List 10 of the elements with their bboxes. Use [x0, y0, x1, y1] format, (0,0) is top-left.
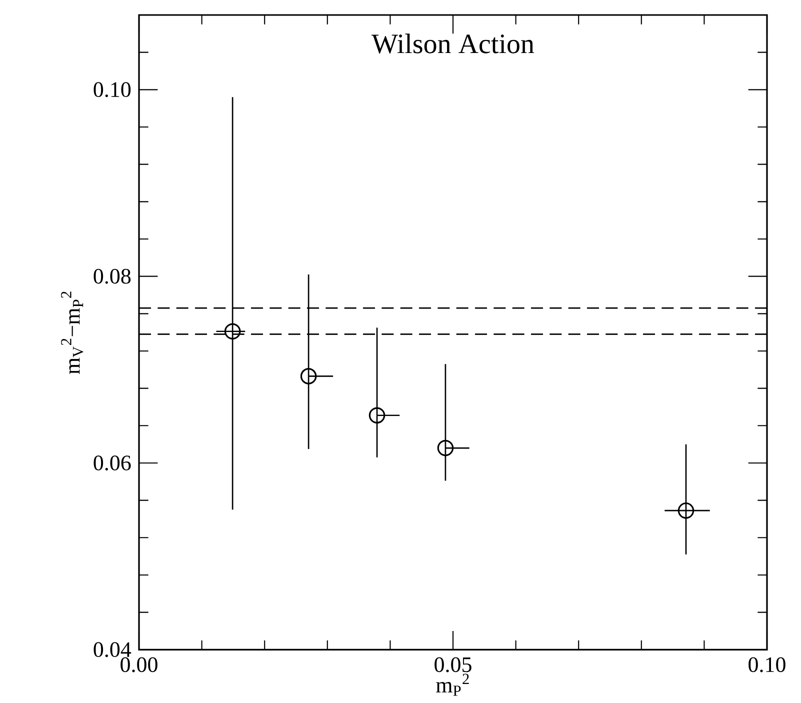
- y-tick-label: 0.08: [94, 268, 131, 284]
- y-tick-label: 0.06: [94, 456, 131, 470]
- text: Wilson Action: [372, 34, 534, 54]
- x-tick-label: 0.05: [434, 657, 472, 672]
- x-tick-label: 0.00: [120, 657, 158, 672]
- y-axis-title: m$_{V}$$^{2}$−m$_{P}$2: [61, 292, 84, 374]
- x-axis-title: m$_{P}$2: [436, 674, 469, 696]
- x-tick-label: 0.10: [748, 657, 786, 672]
- y-tick-label: 0.10: [94, 82, 131, 98]
- y-tick-label: 0.04: [94, 642, 132, 658]
